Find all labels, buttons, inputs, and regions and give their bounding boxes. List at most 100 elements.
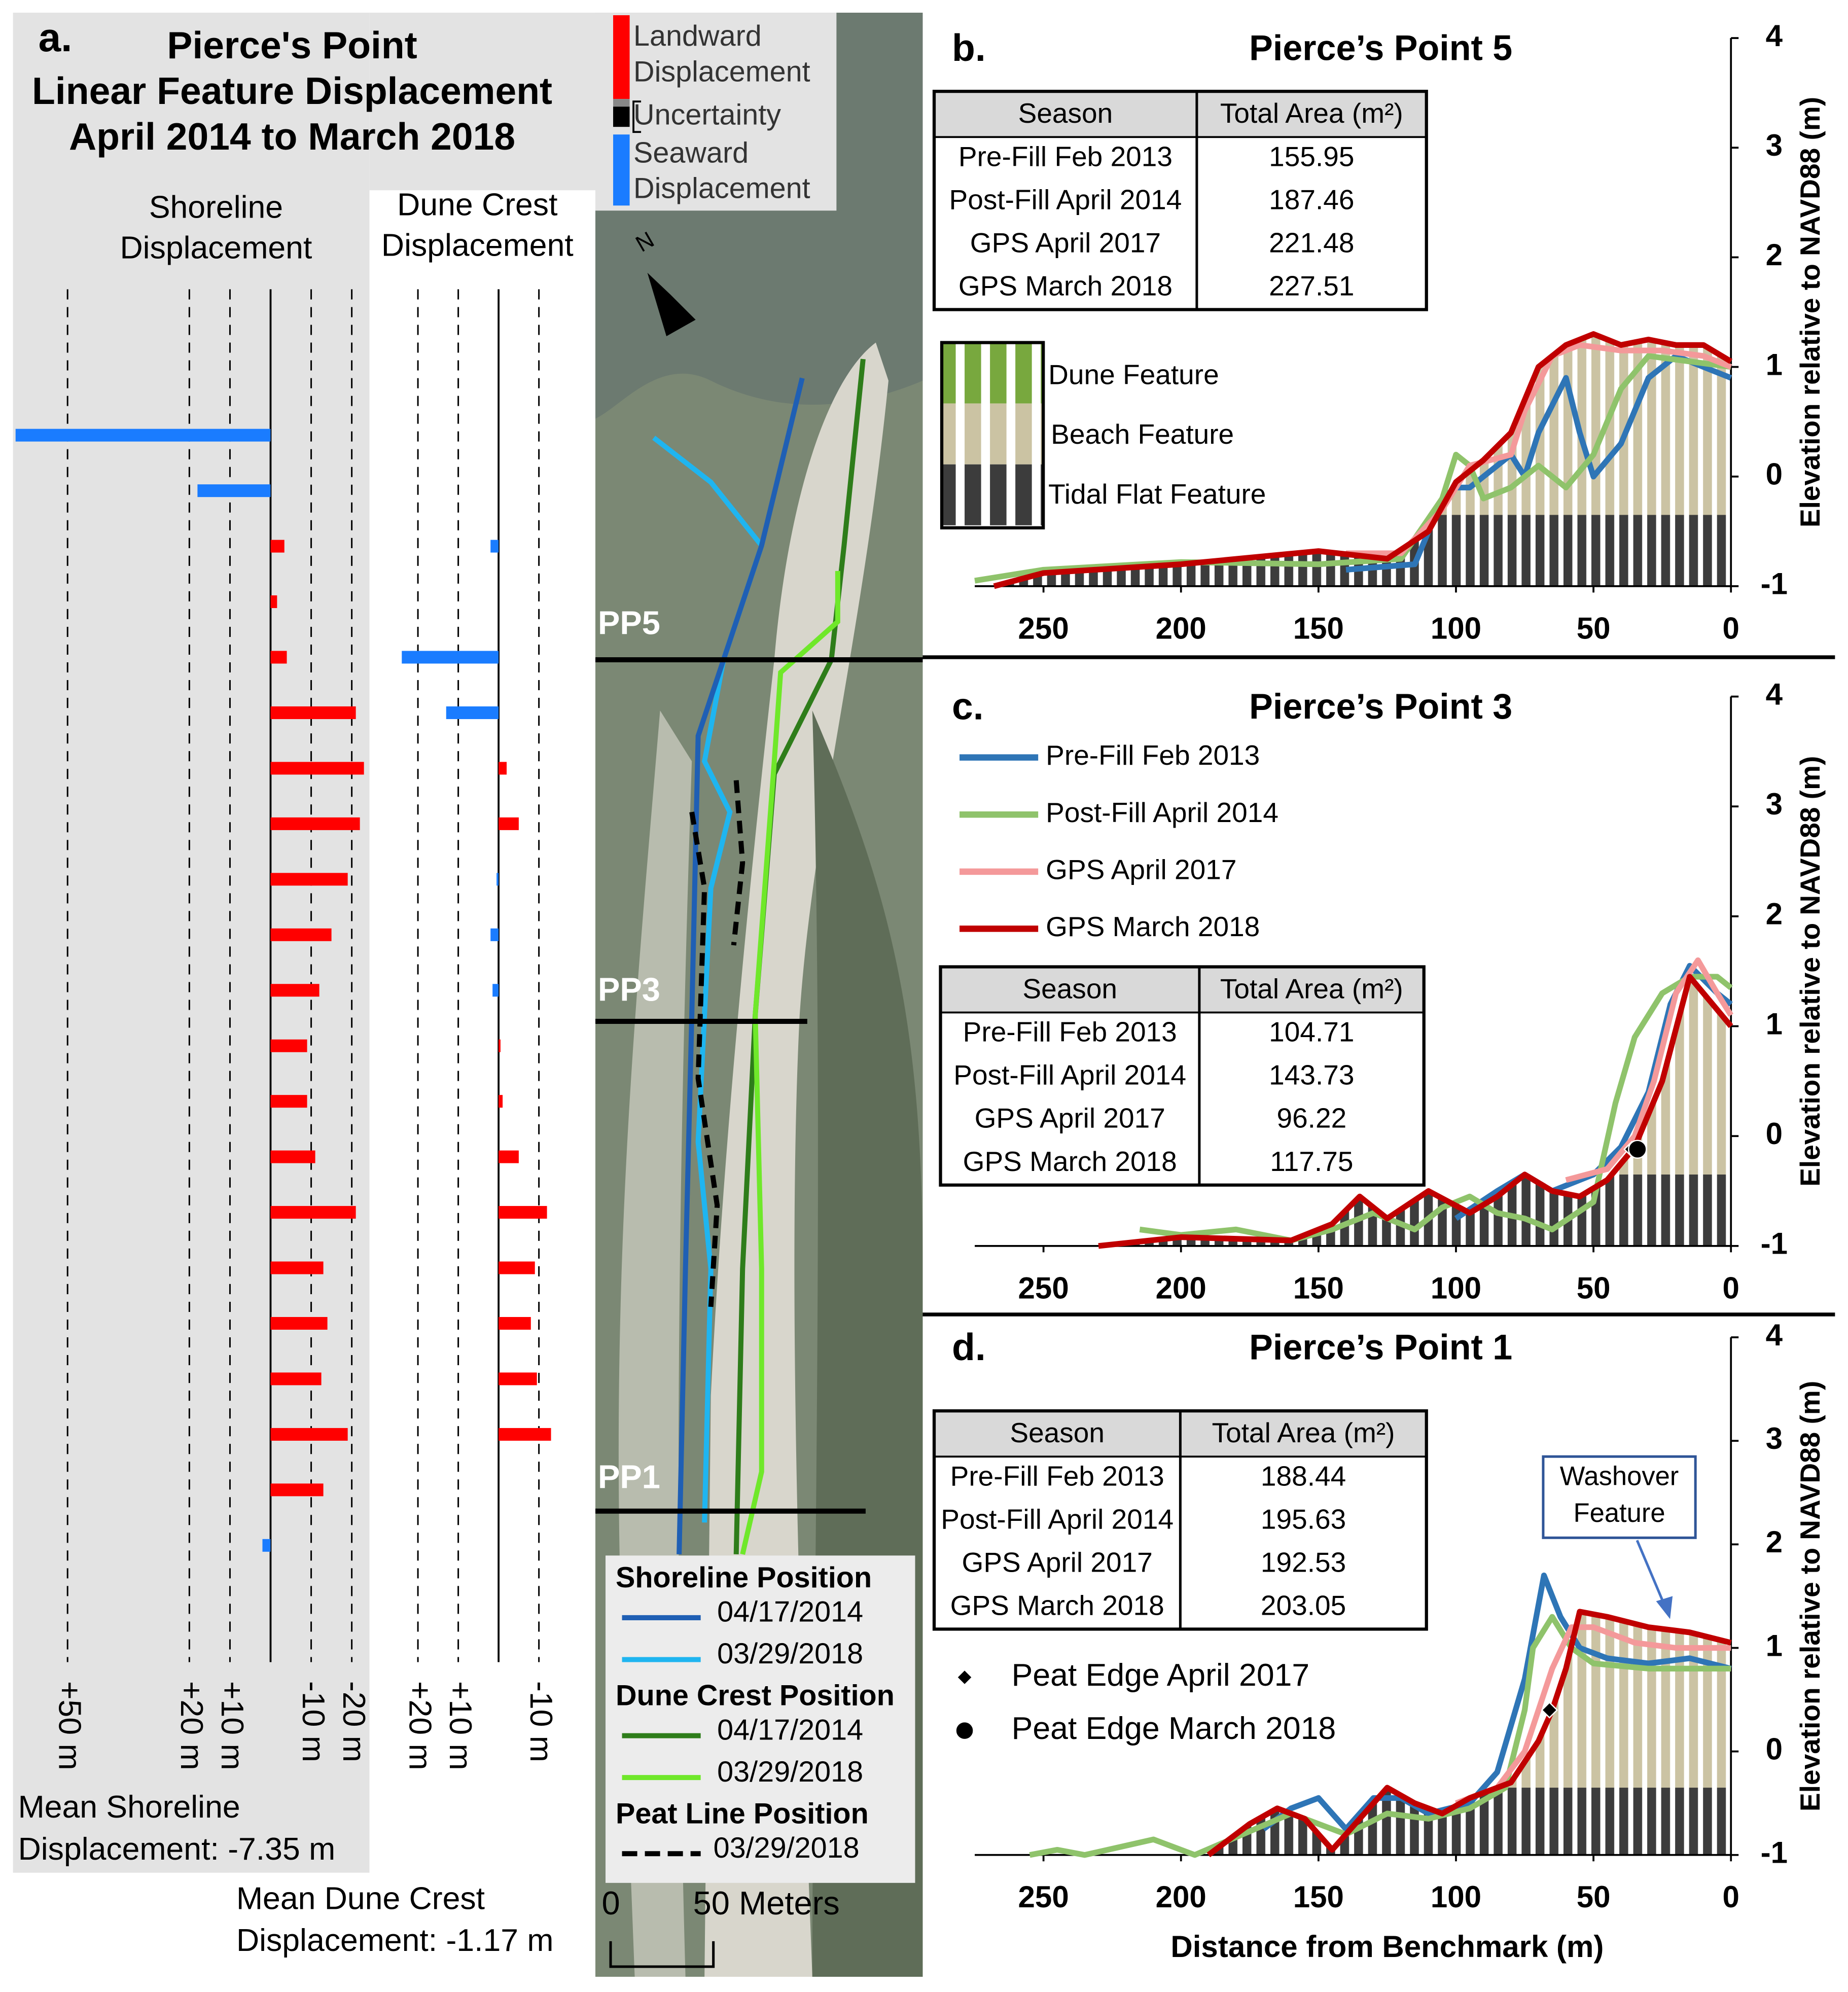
table-cell: 143.73 bbox=[1269, 1059, 1354, 1091]
peat-edge-marker bbox=[955, 1721, 974, 1740]
profile-line bbox=[1206, 1609, 1732, 1858]
y-tick-label: 0 bbox=[1766, 1732, 1783, 1766]
table-header: Season bbox=[1022, 973, 1117, 1005]
legend-label: GPS April 2017 bbox=[1046, 853, 1236, 885]
bar bbox=[197, 484, 271, 497]
transect-label: PP5 bbox=[598, 604, 660, 642]
map-legend-label: 04/17/2014 bbox=[717, 1714, 863, 1746]
x-tick-label: +50 m bbox=[52, 1681, 88, 1770]
x-tick-label: -10 m bbox=[523, 1681, 559, 1762]
profile-line bbox=[993, 331, 1733, 589]
chart-title: Pierce’s Point 1 bbox=[1249, 1328, 1512, 1367]
legend-label: Pre-Fill Feb 2013 bbox=[1046, 739, 1260, 771]
profile-line bbox=[974, 353, 1731, 584]
y-tick-label: 0 bbox=[1766, 1117, 1783, 1151]
table-cell: GPS March 2018 bbox=[963, 1146, 1177, 1177]
table-cell: 104.71 bbox=[1269, 1016, 1354, 1048]
annotation-arrow bbox=[1636, 1540, 1666, 1607]
legend-label: Landward bbox=[633, 20, 762, 52]
bar bbox=[490, 928, 499, 941]
y-tick-label: 2 bbox=[1766, 1525, 1783, 1559]
table-cell: 117.75 bbox=[1270, 1146, 1353, 1177]
map-legend-label: 03/29/2018 bbox=[717, 1756, 863, 1788]
table-cell: Post-Fill April 2014 bbox=[953, 1059, 1186, 1091]
column-title: Displacement bbox=[381, 227, 574, 263]
peat-edge-marker bbox=[1628, 1140, 1647, 1159]
table-header: Total Area (m²) bbox=[1220, 973, 1403, 1005]
note-background bbox=[228, 1872, 596, 1977]
y-tick-label: -1 bbox=[1761, 567, 1788, 601]
map-legend-label: 04/17/2014 bbox=[717, 1596, 863, 1628]
bar bbox=[15, 429, 271, 442]
legend-swatch bbox=[613, 15, 630, 99]
profile-line bbox=[1098, 974, 1733, 1249]
bar bbox=[499, 762, 507, 775]
y-tick-label: 4 bbox=[1766, 677, 1783, 711]
x-tick-label: +20 m bbox=[403, 1681, 438, 1770]
map-legend-box bbox=[606, 1555, 915, 1883]
scale-bar bbox=[609, 1941, 715, 1968]
x-tick-label: -10 m bbox=[296, 1681, 331, 1762]
bar bbox=[270, 706, 356, 719]
column-title: Dune Crest bbox=[397, 187, 557, 222]
table-cell: Pre-Fill Feb 2013 bbox=[950, 1460, 1164, 1491]
bar bbox=[270, 1261, 324, 1274]
bar bbox=[270, 817, 360, 830]
panel-label: c. bbox=[952, 685, 984, 727]
x-tick-label: 150 bbox=[1293, 1880, 1344, 1914]
y-tick-label: -1 bbox=[1761, 1227, 1788, 1261]
table-cell: 227.51 bbox=[1269, 270, 1354, 301]
bar bbox=[270, 1039, 307, 1052]
x-tick-label: 100 bbox=[1431, 1880, 1481, 1914]
panel-label: b. bbox=[952, 26, 986, 69]
x-tick-label: 250 bbox=[1018, 1271, 1069, 1305]
legend-label: Uncertainty bbox=[633, 98, 781, 131]
table-cell: Post-Fill April 2014 bbox=[941, 1503, 1174, 1535]
y-tick-label: 4 bbox=[1766, 1318, 1783, 1352]
annotation-arrowhead bbox=[1656, 1596, 1673, 1619]
x-tick-label: 100 bbox=[1431, 611, 1481, 645]
x-tick-label: -20 m bbox=[336, 1681, 372, 1762]
column-title: Displacement bbox=[120, 230, 312, 265]
profile-chart: -1 0 1 2 3 4 250 200 150 100 50 0 Elevation relative… bbox=[939, 677, 1826, 1305]
x-tick-label: 0 bbox=[1723, 1880, 1739, 1914]
legend-label: Peat Edge March 2018 bbox=[1012, 1711, 1336, 1746]
legend-swatch bbox=[613, 106, 630, 127]
table-header: Season bbox=[1018, 97, 1113, 129]
transect-label: PP3 bbox=[598, 971, 660, 1008]
y-tick-label: 4 bbox=[1766, 19, 1783, 53]
bar bbox=[270, 651, 287, 664]
chart-title: Pierce’s Point 5 bbox=[1249, 28, 1512, 68]
bar bbox=[270, 873, 348, 886]
panel-title: Linear Feature Displacement bbox=[32, 69, 552, 112]
peat-line bbox=[731, 780, 745, 946]
legend-label: Seaward bbox=[633, 136, 749, 169]
y-tick-label: 1 bbox=[1766, 347, 1783, 381]
x-tick-label: 250 bbox=[1018, 611, 1069, 645]
x-tick-label: 100 bbox=[1431, 1271, 1481, 1305]
bar bbox=[270, 1372, 322, 1385]
x-tick-label: 150 bbox=[1293, 611, 1344, 645]
table-cell: 192.53 bbox=[1261, 1546, 1346, 1578]
profile-chart: -1 0 1 2 3 4 250 200 150 100 50 0 Elevation relative… bbox=[932, 19, 1826, 645]
table-header-bg bbox=[940, 967, 1424, 1013]
peat-line bbox=[689, 811, 720, 1307]
x-tick-label: 200 bbox=[1156, 1880, 1206, 1914]
table-cell: 221.48 bbox=[1269, 227, 1354, 258]
panel-label: d. bbox=[952, 1326, 986, 1368]
legend-label: Displacement bbox=[633, 55, 810, 88]
bar bbox=[270, 1206, 356, 1219]
x-tick-label: +20 m bbox=[174, 1681, 209, 1770]
y-axis-title: Elevation relative to NAVD88 (m) bbox=[1794, 1381, 1826, 1811]
column-title: Shoreline bbox=[149, 189, 283, 225]
bar bbox=[270, 1428, 348, 1441]
table-cell: 195.63 bbox=[1261, 1503, 1346, 1535]
y-tick-label: 3 bbox=[1766, 1421, 1783, 1455]
annotation: Feature bbox=[1574, 1498, 1665, 1528]
mean-note: Mean Shoreline bbox=[18, 1789, 240, 1825]
bar bbox=[490, 540, 499, 553]
chart-title: Pierce’s Point 3 bbox=[1249, 687, 1512, 726]
scale-label: 50 Meters bbox=[693, 1884, 840, 1922]
map-legend-label: 03/29/2018 bbox=[717, 1638, 863, 1670]
x-tick-label: 200 bbox=[1156, 1271, 1206, 1305]
